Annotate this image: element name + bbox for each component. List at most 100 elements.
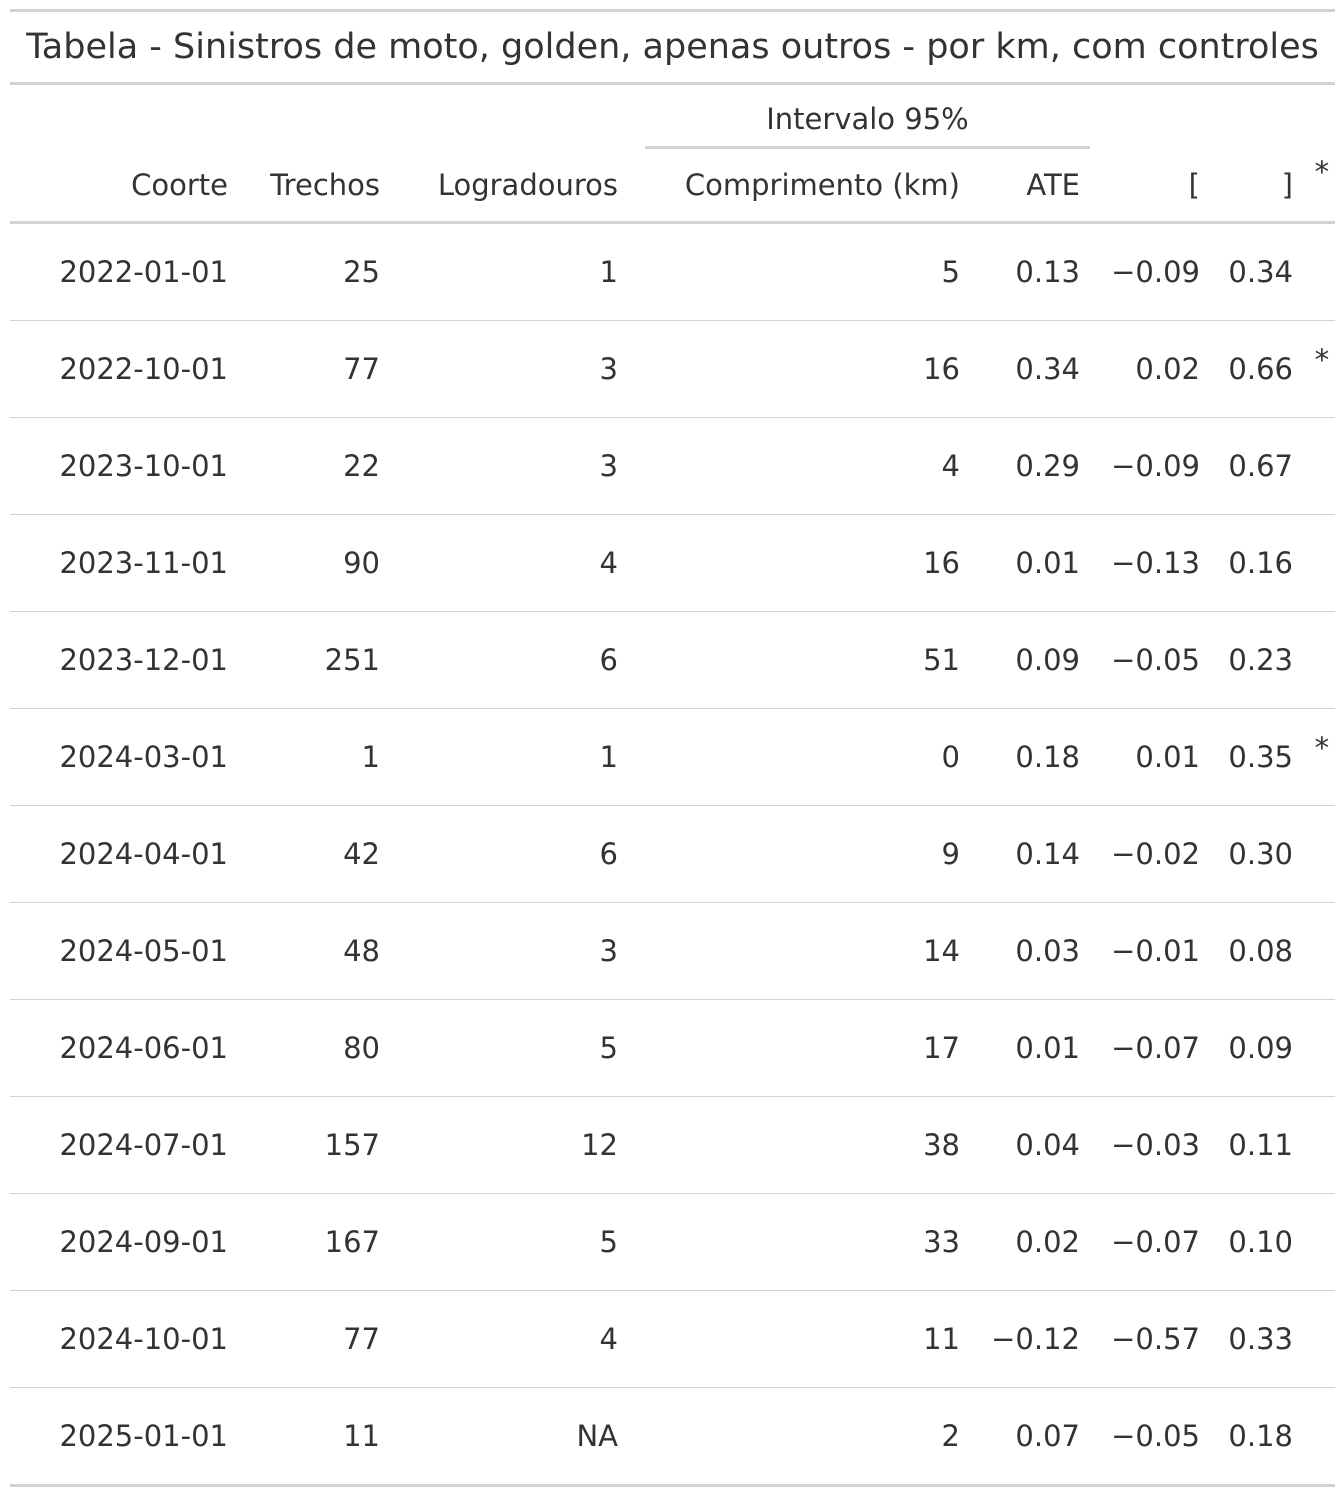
cell-ci-upper: 0.35	[1210, 708, 1303, 806]
cell-significance	[1303, 417, 1336, 515]
header-significance: *	[1303, 149, 1336, 224]
spanner-row: Intervalo 95%	[10, 84, 1335, 150]
cell-logradouros: 5	[390, 1193, 628, 1291]
cell-significance: *	[1303, 320, 1336, 418]
cell-trechos: 90	[238, 514, 390, 612]
table-row: 2023-12-01 251 6 51 0.09 −0.05 0.23	[10, 611, 1336, 709]
table-row: 2024-07-01 157 12 38 0.04 −0.03 0.11	[10, 1096, 1336, 1194]
cell-coorte: 2023-12-01	[10, 611, 238, 709]
cell-ate: −0.12	[970, 1290, 1090, 1388]
cell-trechos: 251	[238, 611, 390, 709]
header-ate: ATE	[970, 149, 1090, 224]
cell-ci-lower: −0.09	[1090, 222, 1210, 321]
table-row: 2024-04-01 42 6 9 0.14 −0.02 0.30	[10, 805, 1336, 903]
cell-trechos: 167	[238, 1193, 390, 1291]
cell-logradouros: 1	[390, 708, 628, 806]
spanner-blank-left	[10, 84, 628, 150]
cell-comprimento: 5	[628, 222, 970, 321]
cell-ate: 0.01	[970, 514, 1090, 612]
cell-comprimento: 16	[628, 320, 970, 418]
cell-significance	[1303, 611, 1336, 709]
cell-ci-lower: −0.05	[1090, 1387, 1210, 1487]
cell-trechos: 42	[238, 805, 390, 903]
cell-coorte: 2024-10-01	[10, 1290, 238, 1388]
table-row: 2022-01-01 25 1 5 0.13 −0.09 0.34	[10, 222, 1336, 321]
cell-logradouros: 5	[390, 999, 628, 1097]
cell-ci-lower: −0.01	[1090, 902, 1210, 1000]
table-row: 2023-11-01 90 4 16 0.01 −0.13 0.16	[10, 514, 1336, 612]
cell-ci-upper: 0.08	[1210, 902, 1303, 1000]
cell-ate: 0.14	[970, 805, 1090, 903]
cell-significance	[1303, 902, 1336, 1000]
cell-ci-lower: −0.13	[1090, 514, 1210, 612]
results-table: Tabela - Sinistros de moto, golden, apen…	[10, 9, 1336, 1487]
cell-ci-lower: −0.07	[1090, 999, 1210, 1097]
cell-ci-lower: −0.09	[1090, 417, 1210, 515]
cell-coorte: 2025-01-01	[10, 1387, 238, 1487]
cell-ci-upper: 0.30	[1210, 805, 1303, 903]
cell-comprimento: 16	[628, 514, 970, 612]
cell-significance	[1303, 514, 1336, 612]
cell-ci-upper: 0.23	[1210, 611, 1303, 709]
cell-ate: 0.04	[970, 1096, 1090, 1194]
cell-comprimento: 51	[628, 611, 970, 709]
cell-significance	[1303, 1290, 1336, 1388]
spanner-label: Intervalo 95%	[645, 102, 1090, 149]
cell-trechos: 1	[238, 708, 390, 806]
cell-ci-upper: 0.09	[1210, 999, 1303, 1097]
table-row: 2025-01-01 11 NA 2 0.07 −0.05 0.18	[10, 1387, 1336, 1487]
header-ci-upper: ]	[1210, 149, 1303, 224]
cell-ate: 0.02	[970, 1193, 1090, 1291]
cell-logradouros: 1	[390, 222, 628, 321]
cell-coorte: 2024-04-01	[10, 805, 238, 903]
cell-significance	[1303, 1096, 1336, 1194]
cell-ci-lower: −0.02	[1090, 805, 1210, 903]
header-ci-lower: [	[1090, 149, 1210, 224]
cell-comprimento: 0	[628, 708, 970, 806]
cell-ate: 0.09	[970, 611, 1090, 709]
cell-ci-upper: 0.66	[1210, 320, 1303, 418]
cell-coorte: 2022-01-01	[10, 222, 238, 321]
cell-ci-upper: 0.67	[1210, 417, 1303, 515]
cell-coorte: 2024-05-01	[10, 902, 238, 1000]
table-row: 2024-06-01 80 5 17 0.01 −0.07 0.09	[10, 999, 1336, 1097]
spanner-blank-right	[1090, 84, 1335, 150]
cell-logradouros: 4	[390, 514, 628, 612]
cell-significance	[1303, 222, 1336, 321]
cell-significance	[1303, 1387, 1336, 1487]
cell-ci-lower: −0.03	[1090, 1096, 1210, 1194]
cell-significance	[1303, 805, 1336, 903]
cell-ci-upper: 0.16	[1210, 514, 1303, 612]
cell-significance: *	[1303, 708, 1336, 806]
cell-coorte: 2024-03-01	[10, 708, 238, 806]
cell-ci-lower: −0.57	[1090, 1290, 1210, 1388]
cell-coorte: 2024-07-01	[10, 1096, 238, 1194]
cell-ate: 0.07	[970, 1387, 1090, 1487]
cell-trechos: 77	[238, 320, 390, 418]
results-table-container: Tabela - Sinistros de moto, golden, apen…	[10, 9, 1336, 1487]
cell-comprimento: 4	[628, 417, 970, 515]
cell-trechos: 25	[238, 222, 390, 321]
cell-coorte: 2023-10-01	[10, 417, 238, 515]
cell-significance	[1303, 1193, 1336, 1291]
cell-coorte: 2024-06-01	[10, 999, 238, 1097]
cell-ate: 0.03	[970, 902, 1090, 1000]
cell-comprimento: 2	[628, 1387, 970, 1487]
cell-coorte: 2024-09-01	[10, 1193, 238, 1291]
header-coorte: Coorte	[10, 149, 238, 224]
cell-trechos: 157	[238, 1096, 390, 1194]
table-row: 2024-05-01 48 3 14 0.03 −0.01 0.08	[10, 902, 1336, 1000]
cell-ate: 0.01	[970, 999, 1090, 1097]
cell-ate: 0.13	[970, 222, 1090, 321]
header-comprimento: Comprimento (km)	[628, 149, 970, 224]
column-header-row: Coorte Trechos Logradouros Comprimento (…	[10, 149, 1336, 224]
cell-ci-lower: −0.05	[1090, 611, 1210, 709]
header-trechos: Trechos	[238, 149, 390, 224]
cell-trechos: 48	[238, 902, 390, 1000]
cell-ci-upper: 0.33	[1210, 1290, 1303, 1388]
cell-logradouros: 12	[390, 1096, 628, 1194]
cell-ci-upper: 0.11	[1210, 1096, 1303, 1194]
cell-ci-lower: 0.01	[1090, 708, 1210, 806]
cell-logradouros: 3	[390, 417, 628, 515]
cell-significance	[1303, 999, 1336, 1097]
